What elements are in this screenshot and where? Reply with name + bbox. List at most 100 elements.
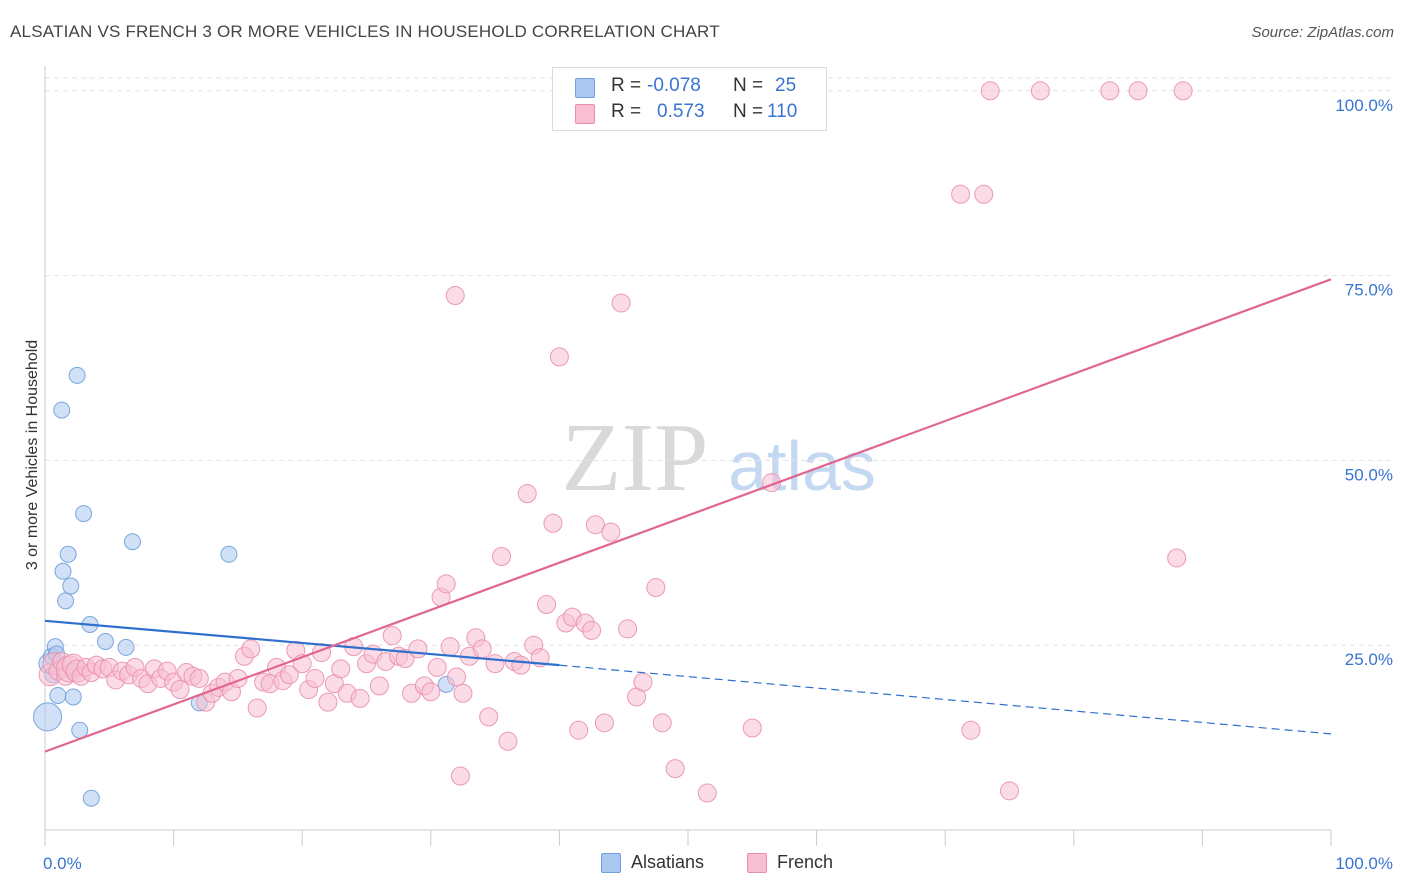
point-french	[350, 688, 370, 708]
point-french	[511, 655, 531, 675]
legend-r-label: R =	[611, 101, 642, 122]
point-french	[305, 668, 325, 688]
point-french	[549, 347, 569, 367]
legend-swatch-alsatians	[575, 78, 595, 98]
legend-r-label: R =	[611, 75, 642, 96]
point-french	[479, 707, 499, 727]
legend-n-value: 110	[767, 101, 798, 122]
legend-n-value: 25	[775, 75, 797, 96]
point-alsatians	[62, 577, 80, 595]
y-tick-label: 75.0%	[1345, 281, 1393, 300]
point-french	[652, 713, 672, 733]
trend-lines	[44, 278, 1332, 753]
point-french	[189, 668, 209, 688]
point-french	[974, 184, 994, 204]
point-french	[170, 680, 190, 700]
point-french	[618, 619, 638, 639]
point-french	[1000, 781, 1019, 801]
bottom-legend-label: French	[777, 852, 834, 872]
correlation-legend: R = -0.078 N = 25 R = 0.573 N = 110	[552, 67, 827, 131]
bottom-legend-swatch-french	[747, 853, 767, 873]
point-french	[646, 578, 666, 598]
point-french	[485, 654, 505, 674]
point-alsatians	[64, 688, 82, 706]
point-french	[537, 595, 557, 615]
point-alsatians	[220, 545, 238, 563]
point-french	[331, 659, 351, 679]
legend-n-label: N =	[733, 75, 764, 96]
point-french	[1167, 548, 1187, 568]
trend-line-french	[44, 278, 1332, 753]
point-french	[241, 639, 261, 659]
point-alsatians	[82, 789, 100, 807]
point-french	[447, 667, 467, 687]
x-tick-label: 0.0%	[43, 854, 82, 873]
point-french	[421, 682, 441, 702]
point-french	[980, 81, 1000, 101]
point-alsatians	[117, 638, 135, 656]
point-alsatians	[57, 592, 75, 610]
chart-title: ALSATIAN VS FRENCH 3 OR MORE VEHICLES IN…	[10, 22, 720, 41]
point-alsatians	[68, 366, 86, 384]
point-french	[318, 692, 338, 712]
point-french	[569, 720, 589, 740]
point-french	[450, 766, 470, 786]
point-alsatians	[123, 533, 141, 551]
point-french	[427, 657, 447, 677]
point-alsatians	[33, 702, 63, 732]
point-french	[445, 286, 465, 306]
point-french	[436, 574, 456, 594]
trend-line-extension-alsatians	[559, 664, 1332, 735]
point-french	[472, 639, 492, 659]
point-alsatians	[59, 545, 77, 563]
point-french	[498, 731, 518, 751]
point-french	[665, 759, 685, 779]
point-french	[279, 665, 299, 685]
point-alsatians	[53, 401, 71, 419]
point-french	[611, 293, 631, 313]
point-alsatians	[54, 562, 72, 580]
bottom-legend-label: Alsatians	[631, 852, 705, 872]
legend-swatch-french	[575, 104, 595, 124]
grid	[45, 77, 1393, 646]
point-french	[382, 626, 402, 646]
data-points	[33, 81, 1193, 807]
bottom-legend-swatch-alsatians	[601, 853, 621, 873]
x-tick-label: 100.0%	[1335, 854, 1393, 873]
legend-r-value: 0.573	[657, 101, 705, 122]
point-french	[742, 718, 762, 738]
tick-labels: 25.0% 50.0% 75.0% 100.0% 0.0% 100.0%	[43, 96, 1393, 873]
point-french	[951, 184, 971, 204]
point-french	[1030, 81, 1050, 101]
point-french	[395, 649, 415, 669]
y-tick-label: 50.0%	[1345, 465, 1393, 484]
point-french	[1100, 81, 1120, 101]
point-french	[517, 484, 537, 504]
watermark-zip: ZIP	[562, 404, 709, 512]
point-french	[594, 713, 614, 733]
y-tick-label: 100.0%	[1335, 96, 1393, 115]
y-tick-label: 25.0%	[1345, 650, 1393, 669]
point-alsatians	[49, 686, 67, 704]
point-french	[1128, 81, 1148, 101]
point-french	[440, 637, 460, 657]
trend-line-alsatians	[44, 619, 560, 667]
point-french	[369, 676, 389, 696]
point-french	[492, 546, 512, 566]
legend-n-label: N =	[733, 101, 764, 122]
point-french	[585, 515, 605, 535]
point-french	[453, 683, 473, 703]
point-french	[582, 620, 602, 640]
point-french	[697, 783, 717, 803]
point-french	[543, 513, 563, 533]
point-french	[247, 698, 267, 718]
point-alsatians	[96, 633, 114, 650]
point-french	[601, 522, 621, 542]
legend-r-value: -0.078	[647, 75, 701, 96]
point-alsatians	[75, 505, 93, 523]
point-french	[633, 672, 653, 692]
point-french	[1173, 81, 1193, 101]
axes	[44, 66, 1332, 846]
point-french	[408, 639, 428, 659]
